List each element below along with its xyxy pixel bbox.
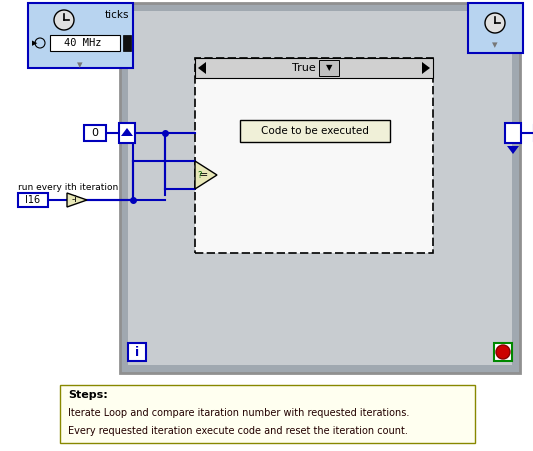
Bar bbox=[120, 3, 520, 373]
Circle shape bbox=[496, 345, 510, 359]
Polygon shape bbox=[121, 128, 133, 136]
Bar bbox=[28, 3, 133, 68]
Bar bbox=[240, 120, 390, 142]
Text: =: = bbox=[199, 170, 209, 180]
Bar bbox=[84, 125, 106, 141]
Text: 40 MHz: 40 MHz bbox=[64, 38, 102, 48]
Text: -i: -i bbox=[72, 195, 78, 204]
Circle shape bbox=[54, 10, 74, 30]
Text: True: True bbox=[292, 63, 316, 73]
Bar bbox=[119, 123, 135, 143]
Bar bbox=[195, 58, 433, 78]
Text: run every ith iteration: run every ith iteration bbox=[18, 183, 118, 192]
Text: 0: 0 bbox=[92, 128, 99, 138]
Bar bbox=[128, 11, 512, 365]
Text: I16: I16 bbox=[26, 195, 41, 205]
Text: ▼: ▼ bbox=[326, 64, 332, 73]
Bar bbox=[60, 385, 475, 443]
Text: ticks: ticks bbox=[104, 10, 129, 20]
Polygon shape bbox=[198, 62, 206, 74]
Bar bbox=[123, 35, 131, 51]
Polygon shape bbox=[195, 161, 217, 189]
Text: ▾: ▾ bbox=[77, 60, 83, 70]
Text: ▾: ▾ bbox=[492, 40, 498, 50]
Bar bbox=[494, 343, 512, 361]
Bar bbox=[128, 343, 146, 361]
Text: ▶: ▶ bbox=[32, 40, 37, 46]
Bar bbox=[468, 3, 523, 53]
Polygon shape bbox=[422, 62, 430, 74]
Circle shape bbox=[485, 13, 505, 33]
Text: Code to be executed: Code to be executed bbox=[261, 126, 369, 136]
Bar bbox=[18, 193, 48, 207]
Text: Iterate Loop and compare itaration number with requested iterations.: Iterate Loop and compare itaration numbe… bbox=[68, 408, 409, 418]
Bar bbox=[505, 123, 521, 143]
Polygon shape bbox=[507, 146, 519, 154]
Text: ?: ? bbox=[197, 170, 201, 179]
Text: i: i bbox=[135, 345, 139, 359]
Text: Steps:: Steps: bbox=[68, 390, 108, 400]
Text: Every requested iteration execute code and reset the iteration count.: Every requested iteration execute code a… bbox=[68, 426, 408, 436]
Bar bbox=[319, 60, 339, 76]
Bar bbox=[195, 58, 433, 253]
Bar bbox=[50, 35, 120, 51]
Polygon shape bbox=[67, 193, 87, 207]
